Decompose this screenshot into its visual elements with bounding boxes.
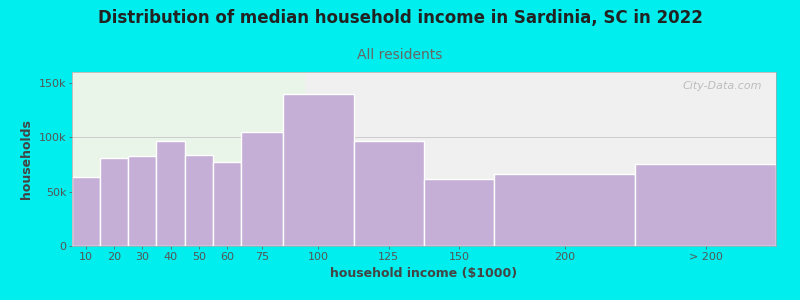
Bar (213, 162, 241, 246)
Bar (354, 140, 424, 246)
Bar (241, 132, 283, 246)
Bar (72, 178, 100, 246)
Text: City-Data.com: City-Data.com (682, 81, 762, 91)
Y-axis label: households: households (20, 119, 34, 199)
Bar (424, 178, 494, 246)
Bar (72, 72, 304, 246)
Bar (128, 156, 157, 246)
Text: All residents: All residents (358, 48, 442, 62)
Bar (157, 140, 185, 246)
X-axis label: household income ($1000): household income ($1000) (330, 267, 518, 280)
Bar (100, 158, 128, 246)
Bar (185, 154, 213, 246)
Text: Distribution of median household income in Sardinia, SC in 2022: Distribution of median household income … (98, 9, 702, 27)
Bar (283, 94, 354, 246)
Bar (635, 164, 776, 246)
Bar (494, 174, 635, 246)
